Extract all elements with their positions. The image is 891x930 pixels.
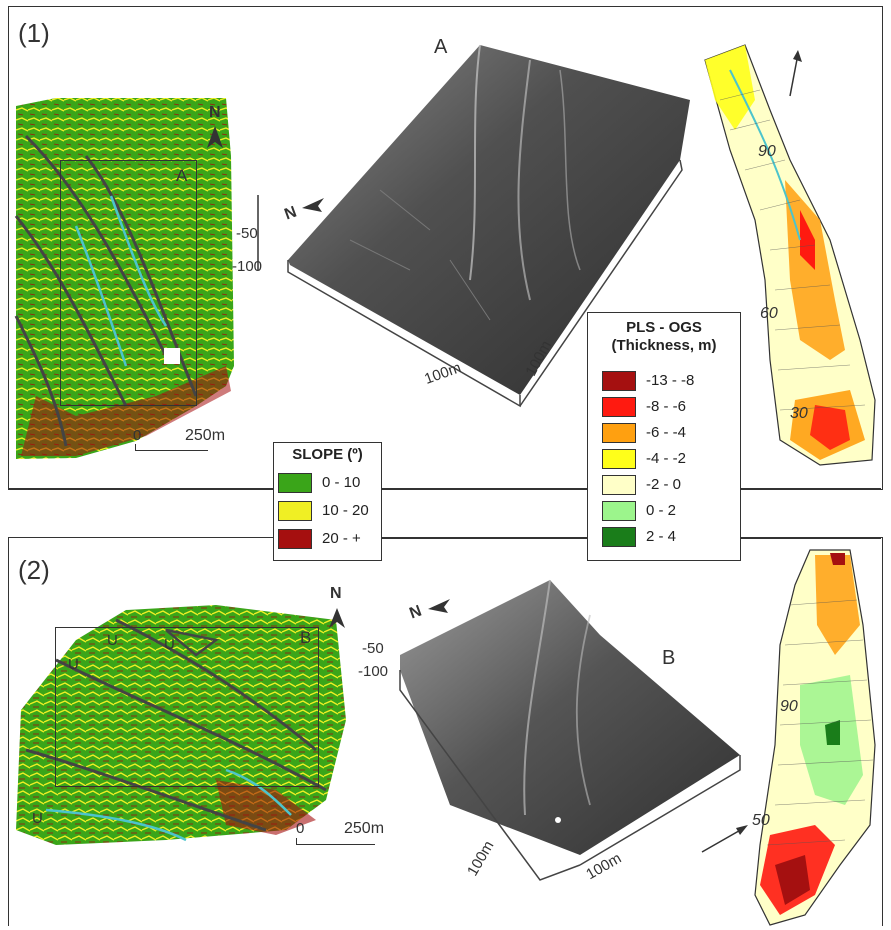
direction-arrow-icon (789, 50, 802, 97)
dem-label-a: A (434, 36, 448, 58)
legend-item-label: 10 - 20 (322, 502, 369, 519)
axis-z-100: -100 (232, 258, 263, 275)
scale-zero: 0 (133, 427, 142, 444)
dem-north-arrow-icon (428, 599, 450, 613)
thickness-map-2 (754, 549, 876, 926)
legend-item-label: -8 - -6 (646, 398, 687, 415)
map-mark-u: U (164, 636, 175, 653)
legend-swatch (278, 529, 312, 549)
legend-item-label: 2 - 4 (646, 528, 677, 545)
legend-swatch (278, 473, 312, 493)
dem-north-arrow-icon (302, 198, 324, 212)
study-area-box-b (55, 627, 319, 787)
scale-bar (296, 838, 375, 845)
legend-item-label: -13 - -8 (646, 372, 695, 389)
legend-item-label: 20 - + (322, 530, 361, 547)
panel-2-label: (2) (18, 555, 50, 585)
contour-90: 90 (780, 698, 798, 715)
scale-label: 250m (344, 820, 385, 837)
scale-zero: 0 (296, 820, 305, 837)
axis-z-50: -50 (236, 225, 258, 242)
north-arrow-icon (207, 126, 223, 148)
panel-1 (8, 6, 883, 490)
legend-item-label: 0 - 10 (322, 474, 361, 491)
study-area-box-a (60, 160, 197, 406)
legend-swatch (602, 475, 636, 495)
contour-30: 30 (790, 405, 808, 422)
scale-label: 250m (185, 427, 226, 444)
map-mark-u: U (107, 632, 118, 649)
legend-swatch (602, 423, 636, 443)
slope-legend: SLOPE (º) 0 - 10 10 - 20 20 - + (273, 442, 382, 561)
legend-swatch (602, 371, 636, 391)
thickness-legend-subtitle: (Thickness, m) (611, 337, 717, 354)
map-mark-u: U (32, 810, 43, 827)
legend-item-label: 0 - 2 (646, 502, 677, 519)
study-area-label-a: A (176, 166, 188, 185)
study-area-label-b: B (300, 628, 312, 647)
legend-swatch (602, 527, 636, 547)
dem-block-a (257, 44, 690, 408)
north-label: N (330, 585, 342, 602)
contour-50: 50 (752, 812, 770, 829)
direction-arrow-icon (701, 825, 748, 853)
north-arrow-icon (329, 608, 345, 628)
legend-swatch (602, 449, 636, 469)
contour-60: 60 (760, 305, 778, 322)
legend-swatch (278, 501, 312, 521)
legend-swatch (602, 397, 636, 417)
map-mark-u: U (68, 656, 79, 673)
legend-item-label: -2 - 0 (646, 476, 682, 493)
connector-line (8, 488, 273, 490)
connector-line (739, 537, 881, 539)
scale-bar (135, 444, 208, 451)
north-label: N (209, 104, 221, 121)
thickness-legend: PLS - OGS (Thickness, m) -13 - -8 -8 - -… (587, 312, 741, 561)
dem-block-b (399, 579, 741, 881)
legend-swatch (602, 501, 636, 521)
legend-item-label: -4 - -2 (646, 450, 687, 467)
dem-label-b: B (662, 647, 676, 669)
contour-90: 90 (758, 143, 776, 160)
connector-line (380, 488, 587, 490)
connector-line (380, 537, 587, 539)
thickness-legend-title: PLS - OGS (626, 319, 702, 336)
axis-z-100: -100 (358, 663, 389, 680)
slope-legend-title: SLOPE (º) (292, 446, 363, 463)
slope-map-1 (14, 98, 234, 459)
legend-item-label: -6 - -4 (646, 424, 687, 441)
axis-z-50: -50 (362, 640, 384, 657)
thickness-map-1 (704, 44, 876, 466)
slope-map-2 (16, 605, 346, 845)
connector-line (739, 488, 881, 490)
panel-1-label: (1) (18, 18, 50, 48)
